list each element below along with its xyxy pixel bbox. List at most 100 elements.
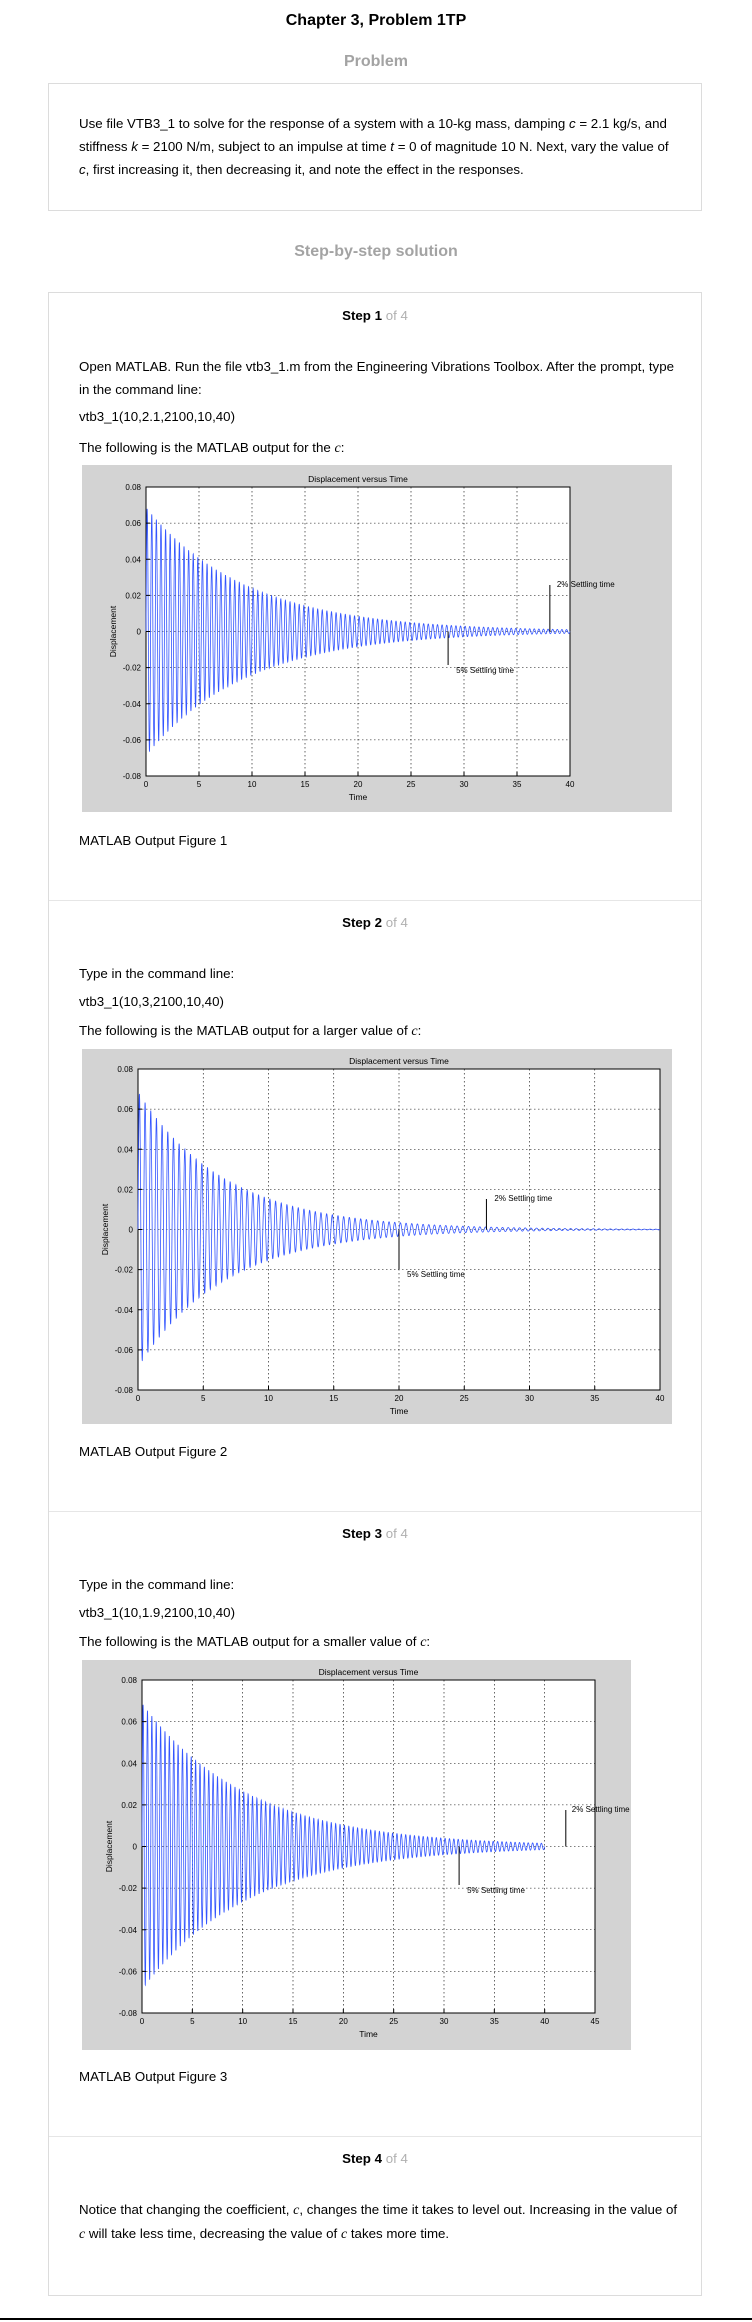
step-divider	[49, 900, 701, 901]
step-label: Step 3	[342, 1526, 383, 1541]
output-colon: :	[426, 1634, 431, 1649]
step-1-intro: Open MATLAB. Run the file vtb3_1.m from …	[79, 359, 674, 397]
step-3-caption: MATLAB Output Figure 3	[79, 2069, 228, 2084]
settling-time-label: 2% Settling time	[572, 1805, 630, 1814]
x-tick-label: 0	[140, 2017, 145, 2026]
conclusion-text: takes more time.	[347, 2226, 450, 2241]
x-tick-label: 5	[197, 780, 202, 789]
step-2-heading: Step 2 of 4	[49, 915, 701, 930]
problem-var-t: t	[390, 139, 394, 154]
x-tick-label: 25	[460, 1394, 469, 1403]
y-tick-label: -0.02	[123, 664, 142, 673]
settling-time-label: 2% Settling time	[557, 580, 615, 589]
step-of-label: of 4	[382, 308, 408, 323]
step-label: Step 4	[342, 2151, 383, 2166]
y-tick-label: 0.06	[117, 1105, 133, 1114]
step-divider	[49, 2136, 701, 2137]
chart-svg: 0 5 10 15 20 25 30 35 40 0.08 0.06 0.04 0.02 0 -0.02 -0…	[100, 1056, 665, 1416]
step-4-heading: Step 4 of 4	[49, 2151, 701, 2166]
step-label: Step 1	[342, 308, 383, 323]
output-colon: :	[340, 440, 345, 455]
y-axis-label: Displacement	[108, 605, 118, 657]
step-3-heading: Step 3 of 4	[49, 1526, 701, 1541]
y-tick-label: 0.08	[117, 1065, 133, 1074]
settling-time-label: 2% Settling time	[494, 1194, 552, 1203]
step-3-intro: Type in the command line:	[79, 1577, 235, 1592]
problem-var-k: k	[131, 139, 138, 154]
chart-2: 0 5 10 15 20 25 30 35 40 0.08 0.06 0.04 0.02 0 -0.02 -0…	[82, 1049, 672, 1424]
output-text: The following is the MATLAB output for t…	[79, 440, 335, 455]
problem-text-part: = 2100 N/m, subject to an impulse at tim…	[137, 139, 391, 154]
step-1-heading: Step 1 of 4	[49, 308, 701, 323]
y-tick-label: 0.06	[125, 519, 141, 528]
x-tick-label: 35	[513, 780, 522, 789]
y-tick-label: -0.08	[115, 1386, 134, 1395]
chart-svg: 0 5 10 15 20 25 30 35 40 45 0.08 0.06 0.04 0.02 0 -0.02…	[104, 1667, 630, 2039]
output-text: The following is the MATLAB output for a…	[79, 1634, 421, 1649]
step-2-caption: MATLAB Output Figure 2	[79, 1444, 228, 1459]
x-tick-label: 15	[301, 780, 310, 789]
page-bottom-border	[0, 2318, 752, 2320]
output-var-c: c	[420, 1635, 427, 1650]
y-tick-label: -0.04	[115, 1306, 134, 1315]
problem-var-c: c	[569, 116, 576, 131]
x-tick-label: 30	[460, 780, 469, 789]
y-tick-label: 0.02	[117, 1185, 133, 1194]
x-tick-label: 30	[440, 2017, 449, 2026]
x-tick-label: 5	[190, 2017, 195, 2026]
x-tick-label: 35	[590, 1394, 599, 1403]
output-var-c: c	[334, 441, 341, 456]
step-2-output-text: The following is the MATLAB output for a…	[79, 1019, 679, 1043]
chart-1: 0 5 10 15 20 25 30 35 40 0.08 0.06 0.04 0.02 0 -0.02 -0…	[82, 465, 672, 812]
x-axis-label: Time	[359, 2029, 378, 2039]
x-tick-label: 25	[389, 2017, 398, 2026]
solution-heading: Step-by-step solution	[294, 243, 458, 260]
x-tick-label: 20	[354, 780, 363, 789]
problem-text-part: Use file VTB3_1 to solve for the respons…	[79, 116, 569, 131]
step-2-command: vtb3_1(10,3,2100,10,40)	[79, 994, 224, 1009]
problem-var-c: c	[79, 162, 86, 177]
step-4-conclusion: Notice that changing the coefficient, c,…	[79, 2198, 679, 2246]
y-tick-label: -0.08	[119, 2009, 138, 2018]
conclusion-var-c: c	[340, 2227, 348, 2242]
problem-heading: Problem	[343, 53, 408, 70]
y-tick-label: 0	[137, 628, 142, 637]
problem-text: Use file VTB3_1 to solve for the respons…	[79, 112, 679, 181]
output-text: The following is the MATLAB output for a…	[79, 1023, 412, 1038]
x-tick-label: 25	[407, 780, 416, 789]
y-tick-label: 0	[129, 1226, 134, 1235]
x-tick-label: 10	[248, 780, 257, 789]
problem-text-part: , first increasing it, then decreasing i…	[85, 162, 524, 177]
problem-text-part: = 2.1 kg/s, and stiffness	[79, 116, 667, 154]
step-1-caption: MATLAB Output Figure 1	[79, 833, 228, 848]
conclusion-var-c: c	[79, 2227, 86, 2242]
x-axis-label: Time	[390, 1406, 409, 1416]
y-tick-label: -0.06	[123, 736, 142, 745]
y-tick-label: 0.06	[121, 1718, 137, 1727]
y-axis-label: Displacement	[100, 1203, 110, 1255]
output-colon: :	[417, 1023, 422, 1038]
x-axis-label: Time	[349, 792, 368, 802]
problem-text-part: = 0 of magnitude 10 N. Next, vary the va…	[394, 139, 669, 154]
settling-time-label: 5% Settling time	[467, 1886, 525, 1895]
step-2-intro: Type in the command line:	[79, 966, 235, 981]
output-var-c: c	[411, 1024, 418, 1039]
conclusion-var-c: c	[293, 2203, 300, 2218]
y-tick-label: 0.02	[125, 591, 141, 600]
y-tick-label: -0.02	[119, 1884, 138, 1893]
y-tick-label: -0.04	[119, 1926, 138, 1935]
settling-time-label: 5% Settling time	[456, 666, 514, 675]
y-tick-label: -0.08	[123, 772, 142, 781]
x-tick-label: 10	[264, 1394, 273, 1403]
conclusion-text: Notice that changing the coefficient,	[79, 2202, 294, 2217]
step-3-command: vtb3_1(10,1.9,2100,10,40)	[79, 1605, 235, 1620]
x-tick-label: 20	[339, 2017, 348, 2026]
x-tick-label: 15	[329, 1394, 338, 1403]
chart-title: Displacement versus Time	[349, 1056, 449, 1066]
conclusion-text: , changes the time it takes to level out…	[299, 2202, 678, 2217]
settling-time-label: 5% Settling time	[407, 1270, 465, 1279]
step-3-output-text: The following is the MATLAB output for a…	[79, 1630, 679, 1654]
y-tick-label: 0.04	[125, 555, 141, 564]
y-tick-label: 0.08	[125, 483, 141, 492]
